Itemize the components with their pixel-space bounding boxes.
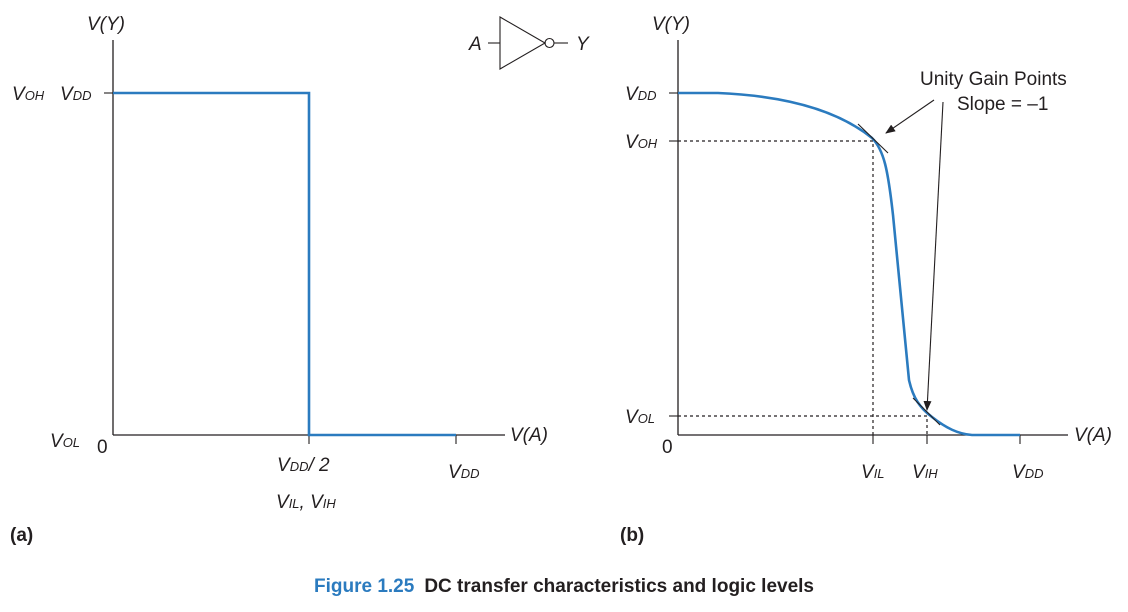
panel-b-origin-label: 0 xyxy=(662,437,673,458)
panel-b-tangent-upper xyxy=(857,123,889,154)
panel-b-voh-label: VOH xyxy=(625,132,658,153)
panel-a-origin-label: 0 xyxy=(97,437,108,458)
panel-a-transfer-curve xyxy=(113,91,456,437)
panel-a-vdd-half-label: VDD/ 2 xyxy=(277,455,330,476)
panel-b: Unity Gain Points Slope = –1 V(Y) V(A) V… xyxy=(620,14,1112,546)
panel-a-label: (a) xyxy=(10,525,33,546)
panel-b-vil-label: VIL xyxy=(861,462,885,483)
inverter-output-label: Y xyxy=(576,34,590,55)
panel-a-y-axis-label: V(Y) xyxy=(87,14,125,35)
inverter-input-label: A xyxy=(468,34,482,55)
panel-a-x-axis-label: V(A) xyxy=(510,425,548,446)
panel-b-x-axis-label: V(A) xyxy=(1074,425,1112,446)
panel-a-vol-label: VOL xyxy=(50,431,80,452)
panel-b-voh-vil-guide xyxy=(678,140,874,435)
panel-b-label: (b) xyxy=(620,525,644,546)
panel-b-y-axis-label: V(Y) xyxy=(652,14,690,35)
panel-b-tangent-lower xyxy=(912,397,941,426)
inverter-triangle xyxy=(499,16,547,70)
panel-a-voh-label: VOH xyxy=(12,84,45,105)
inverter-symbol: A Y xyxy=(468,16,590,70)
caption-text: DC transfer characteristics and logic le… xyxy=(424,576,814,597)
panel-a-vdd-x-label: VDD xyxy=(448,462,479,483)
panel-b-annotation-line2: Slope = –1 xyxy=(957,94,1048,115)
panel-a: V(Y) V(A) VOH VDD VOL 0 VDD/ 2 VIL, VIH … xyxy=(10,14,590,546)
panel-b-arrow-upper xyxy=(885,99,935,134)
panel-b-arrow-lower xyxy=(923,101,944,411)
figure-caption: Figure 1.25 DC transfer characteristics a… xyxy=(314,576,814,597)
panel-b-vol-vih-guide xyxy=(678,415,928,435)
panel-b-vol-label: VOL xyxy=(625,407,655,428)
caption-number: Figure 1.25 xyxy=(314,576,415,597)
panel-b-vdd-x-label: VDD xyxy=(1012,462,1043,483)
panel-b-transfer-curve xyxy=(678,91,1020,437)
panel-b-vih-label: VIH xyxy=(912,462,938,483)
panel-a-vil-vih-label: VIL, VIH xyxy=(276,492,336,513)
panel-a-vdd-y-label: VDD xyxy=(60,84,91,105)
inverter-bubble xyxy=(544,37,555,49)
panel-b-vdd-y-label: VDD xyxy=(625,84,656,105)
panel-b-annotation-line1: Unity Gain Points xyxy=(920,69,1067,90)
